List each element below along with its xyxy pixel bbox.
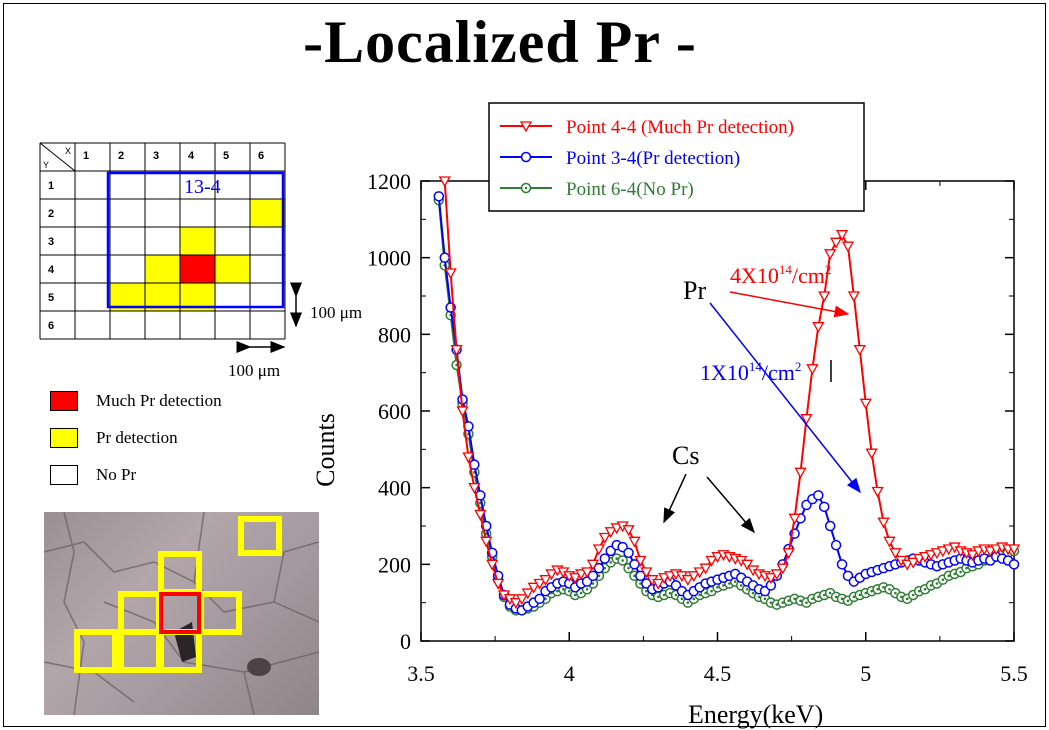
map-row-label: 1 bbox=[48, 180, 54, 192]
map-row-label: 2 bbox=[48, 208, 54, 220]
map-row-label: 6 bbox=[48, 320, 54, 332]
slide-title: -Localized Pr - bbox=[303, 9, 697, 75]
map-row-label: 4 bbox=[48, 264, 55, 276]
map-col-label: 5 bbox=[223, 150, 229, 162]
map-col-label: 4 bbox=[188, 150, 195, 162]
map-region-label: 13-4 bbox=[184, 176, 221, 198]
map-cell-much-pr bbox=[180, 255, 215, 283]
sample-micrograph bbox=[44, 512, 319, 715]
map-cell-pr bbox=[250, 199, 285, 227]
slide-frame bbox=[3, 3, 1046, 727]
sample-map-grid: X Y 1 2 3 4 5 6 1 2 3 4 5 6 13-4 bbox=[39, 142, 286, 340]
legend-much-pr-label: Much Pr detection bbox=[96, 391, 222, 410]
map-cell-pr bbox=[215, 255, 250, 283]
map-row-label: 5 bbox=[48, 292, 54, 304]
legend-no-pr-label: No Pr bbox=[96, 465, 137, 484]
map-col-label: 2 bbox=[118, 150, 124, 162]
map-col-label: 6 bbox=[258, 150, 264, 162]
legend-pr-swatch bbox=[50, 428, 78, 448]
legend-no-pr-swatch bbox=[50, 465, 78, 485]
legend-much-pr-swatch bbox=[50, 391, 78, 411]
legend-pr-label: Pr detection bbox=[96, 428, 178, 447]
map-cell-pr bbox=[180, 227, 215, 255]
map-col-label: 3 bbox=[153, 150, 159, 162]
map-region-outline bbox=[106, 171, 285, 309]
map-col-label: 1 bbox=[83, 150, 89, 162]
map-corner-x: X bbox=[65, 146, 71, 156]
map-row-label: 3 bbox=[48, 236, 54, 248]
map-cell-pr bbox=[145, 255, 180, 283]
map-corner-y: Y bbox=[43, 160, 49, 170]
